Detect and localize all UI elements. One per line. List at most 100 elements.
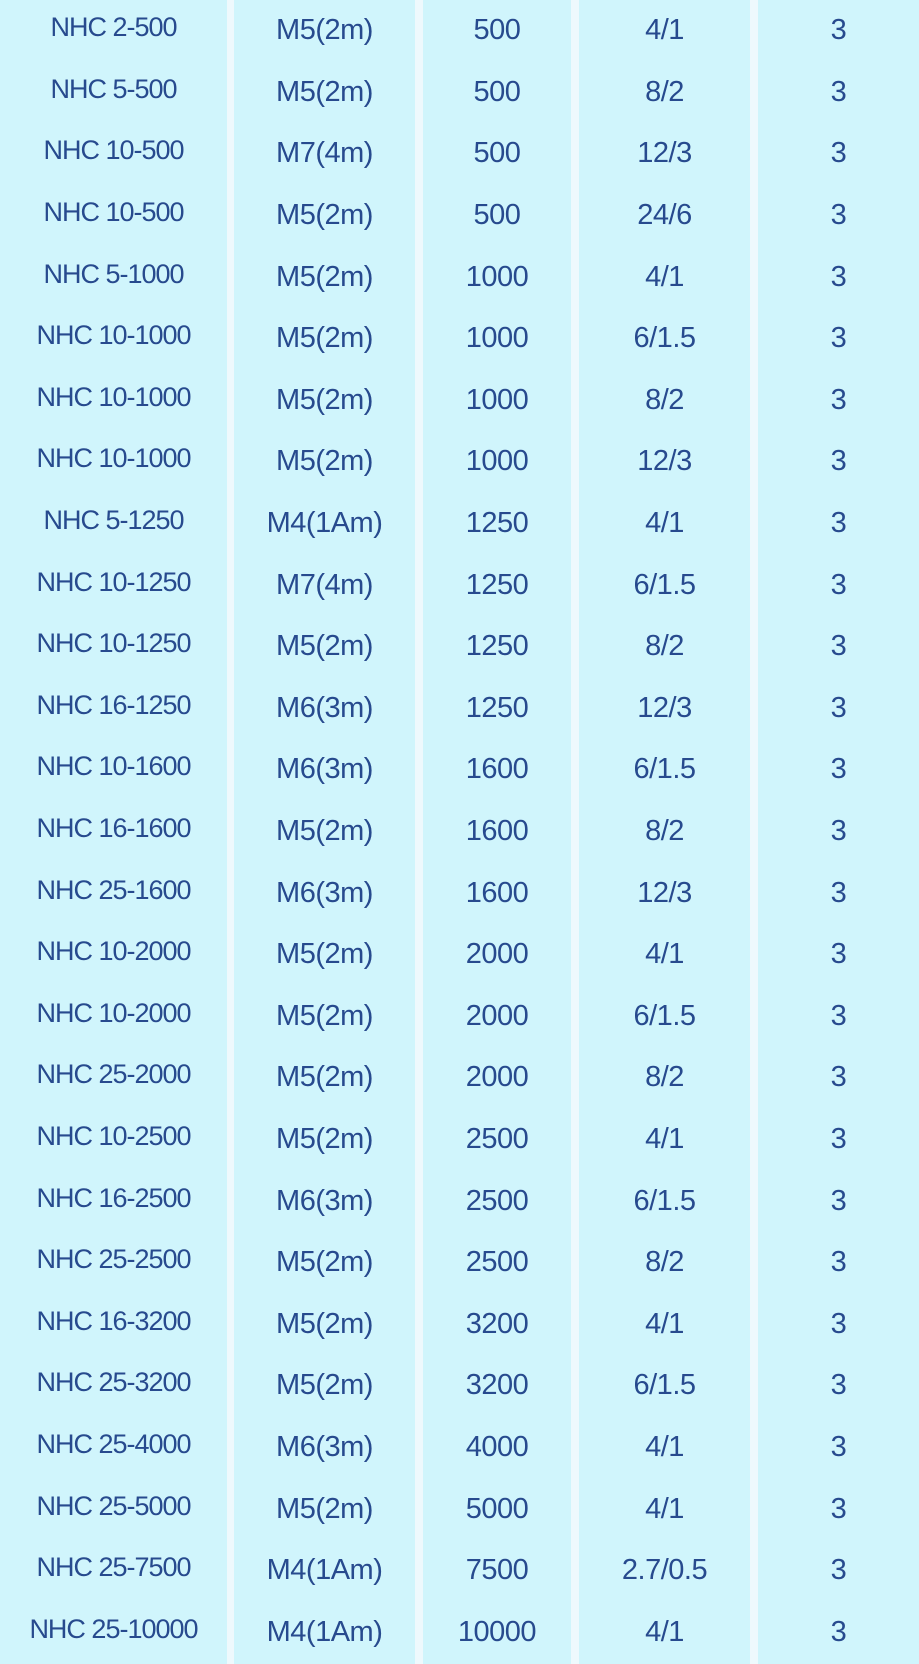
model-cell: NHC 16-2500	[36, 1182, 191, 1213]
table-row: NHC 10-1600 M6(3m) 1600 6/1.5 3	[0, 739, 919, 801]
table-row: NHC 5-500 M5(2m) 500 8/2 3	[0, 62, 919, 124]
column-module-bg	[234, 0, 415, 1664]
module-cell: M7(4m)	[276, 568, 373, 601]
value-cell: 4000	[465, 1431, 529, 1464]
model-cell: NHC 25-1600	[36, 874, 191, 905]
count-cell: 3	[830, 445, 847, 478]
ratio-cell: 8/2	[645, 75, 684, 108]
module-cell: M5(2m)	[276, 383, 373, 416]
module-cell: M5(2m)	[276, 199, 373, 232]
module-cell: M5(2m)	[276, 1123, 373, 1156]
ratio-cell: 6/1.5	[633, 1184, 697, 1217]
ratio-cell: 4/1	[645, 938, 684, 971]
module-cell: M5(2m)	[276, 445, 373, 478]
count-cell: 3	[830, 691, 847, 724]
model-cell: NHC 10-500	[43, 197, 184, 228]
ratio-cell: 4/1	[645, 1492, 684, 1525]
module-cell: M5(2m)	[276, 1492, 373, 1525]
count-cell: 3	[830, 383, 847, 416]
count-cell: 3	[830, 1184, 847, 1217]
count-cell: 3	[830, 75, 847, 108]
count-cell: 3	[830, 1431, 847, 1464]
ratio-cell: 8/2	[645, 383, 684, 416]
ratio-cell: 8/2	[645, 815, 684, 848]
module-cell: M5(2m)	[276, 322, 373, 355]
count-cell: 3	[830, 1061, 847, 1094]
model-cell: NHC 10-1000	[36, 381, 191, 412]
module-cell: M5(2m)	[276, 630, 373, 663]
count-cell: 3	[830, 999, 847, 1032]
value-cell: 500	[473, 14, 521, 47]
table-row: NHC 25-4000 M6(3m) 4000 4/1 3	[0, 1417, 919, 1479]
ratio-cell: 12/3	[637, 445, 692, 478]
model-cell: NHC 16-3200	[36, 1305, 191, 1336]
module-cell: M5(2m)	[276, 815, 373, 848]
value-cell: 2500	[465, 1184, 529, 1217]
model-cell: NHC 25-5000	[36, 1490, 191, 1521]
count-cell: 3	[830, 938, 847, 971]
model-cell: NHC 10-1000	[36, 443, 191, 474]
model-cell: NHC 2-500	[50, 12, 177, 43]
model-cell: NHC 5-500	[50, 73, 177, 104]
module-cell: M5(2m)	[276, 1246, 373, 1279]
table-row: NHC 16-1600 M5(2m) 1600 8/2 3	[0, 801, 919, 863]
ratio-cell: 4/1	[645, 1431, 684, 1464]
ratio-cell: 4/1	[645, 260, 684, 293]
table-row: NHC 5-1000 M5(2m) 1000 4/1 3	[0, 246, 919, 308]
model-cell: NHC 5-1250	[43, 505, 184, 536]
module-cell: M5(2m)	[276, 1307, 373, 1340]
table-row: NHC 10-500 M7(4m) 500 12/3 3	[0, 123, 919, 185]
model-cell: NHC 10-2000	[36, 997, 191, 1028]
value-cell: 10000	[457, 1615, 537, 1648]
ratio-cell: 4/1	[645, 14, 684, 47]
count-cell: 3	[830, 1307, 847, 1340]
model-cell: NHC 25-7500	[36, 1552, 191, 1583]
value-cell: 2000	[465, 938, 529, 971]
model-cell: NHC 25-3200	[36, 1367, 191, 1398]
module-cell: M5(2m)	[276, 1369, 373, 1402]
model-cell: NHC 16-1250	[36, 689, 191, 720]
count-cell: 3	[830, 568, 847, 601]
value-cell: 1250	[465, 507, 529, 540]
count-cell: 3	[830, 815, 847, 848]
module-cell: M5(2m)	[276, 14, 373, 47]
value-cell: 1250	[465, 691, 529, 724]
table-row: NHC 25-3200 M5(2m) 3200 6/1.5 3	[0, 1355, 919, 1417]
table-row: NHC 25-2000 M5(2m) 2000 8/2 3	[0, 1047, 919, 1109]
count-cell: 3	[830, 1615, 847, 1648]
model-cell: NHC 10-1600	[36, 751, 191, 782]
count-cell: 3	[830, 199, 847, 232]
value-cell: 2500	[465, 1246, 529, 1279]
module-cell: M6(3m)	[276, 753, 373, 786]
ratio-cell: 6/1.5	[633, 568, 697, 601]
model-cell: NHC 5-1000	[43, 258, 184, 289]
model-cell: NHC 10-2500	[36, 1121, 191, 1152]
table-row: NHC 10-2500 M5(2m) 2500 4/1 3	[0, 1109, 919, 1171]
ratio-cell: 6/1.5	[633, 1369, 697, 1402]
value-cell: 7500	[465, 1554, 529, 1587]
table-row: NHC 25-7500 M4(1Am) 7500 2.7/0.5 3	[0, 1540, 919, 1602]
value-cell: 1600	[465, 876, 529, 909]
table-row: NHC 16-1250 M6(3m) 1250 12/3 3	[0, 678, 919, 740]
value-cell: 500	[473, 137, 521, 170]
value-cell: 1000	[465, 383, 529, 416]
table-row: NHC 10-500 M5(2m) 500 24/6 3	[0, 185, 919, 247]
count-cell: 3	[830, 260, 847, 293]
ratio-cell: 24/6	[637, 199, 692, 232]
value-cell: 2000	[465, 999, 529, 1032]
module-cell: M5(2m)	[276, 999, 373, 1032]
module-cell: M6(3m)	[276, 691, 373, 724]
value-cell: 1000	[465, 260, 529, 293]
table-row: NHC 5-1250 M4(1Am) 1250 4/1 3	[0, 493, 919, 555]
ratio-cell: 6/1.5	[633, 753, 697, 786]
count-cell: 3	[830, 507, 847, 540]
value-cell: 3200	[465, 1369, 529, 1402]
module-cell: M4(1Am)	[266, 1554, 383, 1587]
ratio-cell: 12/3	[637, 876, 692, 909]
module-cell: M4(1Am)	[266, 1615, 383, 1648]
table-row: NHC 16-3200 M5(2m) 3200 4/1 3	[0, 1294, 919, 1356]
model-cell: NHC 10-1000	[36, 320, 191, 351]
module-cell: M5(2m)	[276, 1061, 373, 1094]
column-model-bg	[0, 0, 227, 1664]
table-row: NHC 10-1000 M5(2m) 1000 6/1.5 3	[0, 308, 919, 370]
